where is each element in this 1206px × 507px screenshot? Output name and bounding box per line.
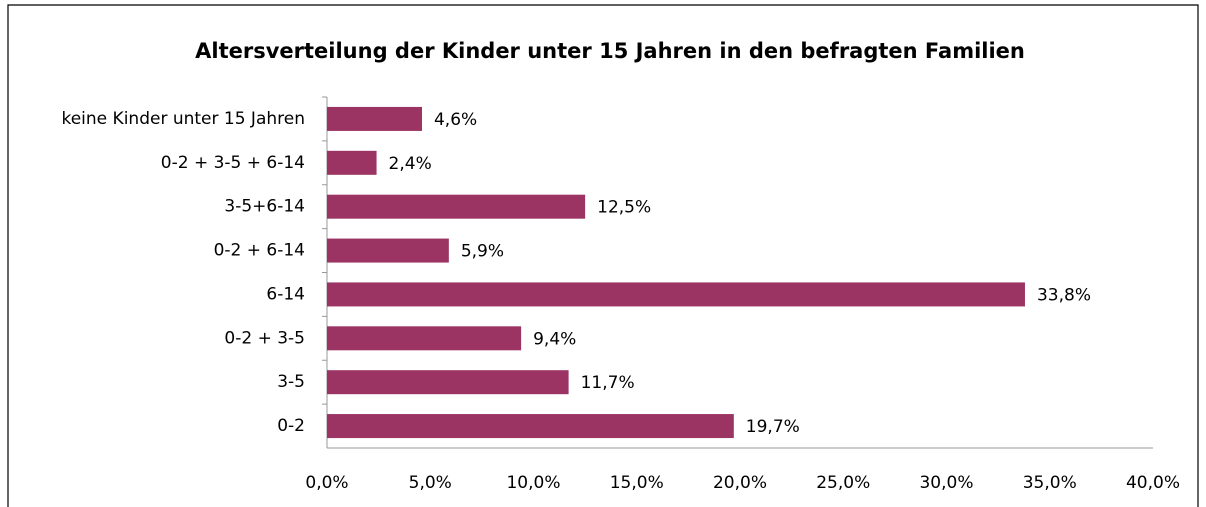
bar [327, 370, 569, 395]
y-tick-label: keine Kinder unter 15 Jahren [61, 109, 305, 129]
bar [327, 238, 449, 263]
y-tick-label: 0-2 + 3-5 + 6-14 [161, 153, 305, 173]
value-label: 33,8% [1037, 285, 1091, 305]
value-label: 12,5% [597, 198, 651, 218]
chart-title: Altersverteilung der Kinder unter 15 Jah… [195, 39, 1025, 63]
x-tick-label: 0,0% [305, 473, 348, 493]
x-tick-label: 40,0% [1126, 473, 1180, 493]
y-tick-label: 0-2 + 6-14 [214, 241, 305, 261]
x-tick-label: 20,0% [713, 473, 767, 493]
y-tick-label: 3-5 [277, 372, 305, 392]
bar [327, 414, 734, 439]
chart-frame [7, 4, 1199, 507]
bar [327, 194, 586, 219]
y-tick-label: 6-14 [266, 284, 305, 304]
x-tick-label: 35,0% [1023, 473, 1077, 493]
y-tick-label: 0-2 + 3-5 [224, 328, 305, 348]
y-tick-label: 0-2 [277, 416, 305, 436]
x-tick-label: 30,0% [919, 473, 973, 493]
value-label: 11,7% [581, 373, 635, 393]
bar [327, 282, 1025, 307]
bar [327, 106, 422, 131]
bar [327, 150, 377, 175]
value-label: 2,4% [389, 154, 432, 174]
x-tick-label: 10,0% [506, 473, 560, 493]
x-tick-label: 15,0% [610, 473, 664, 493]
value-label: 19,7% [746, 417, 800, 437]
bar [327, 326, 522, 351]
x-tick-label: 5,0% [409, 473, 452, 493]
y-tick-label: 3-5+6-14 [224, 197, 305, 217]
value-label: 4,6% [434, 110, 477, 130]
value-label: 5,9% [461, 242, 504, 262]
value-label: 9,4% [533, 329, 576, 349]
x-tick-label: 25,0% [816, 473, 870, 493]
